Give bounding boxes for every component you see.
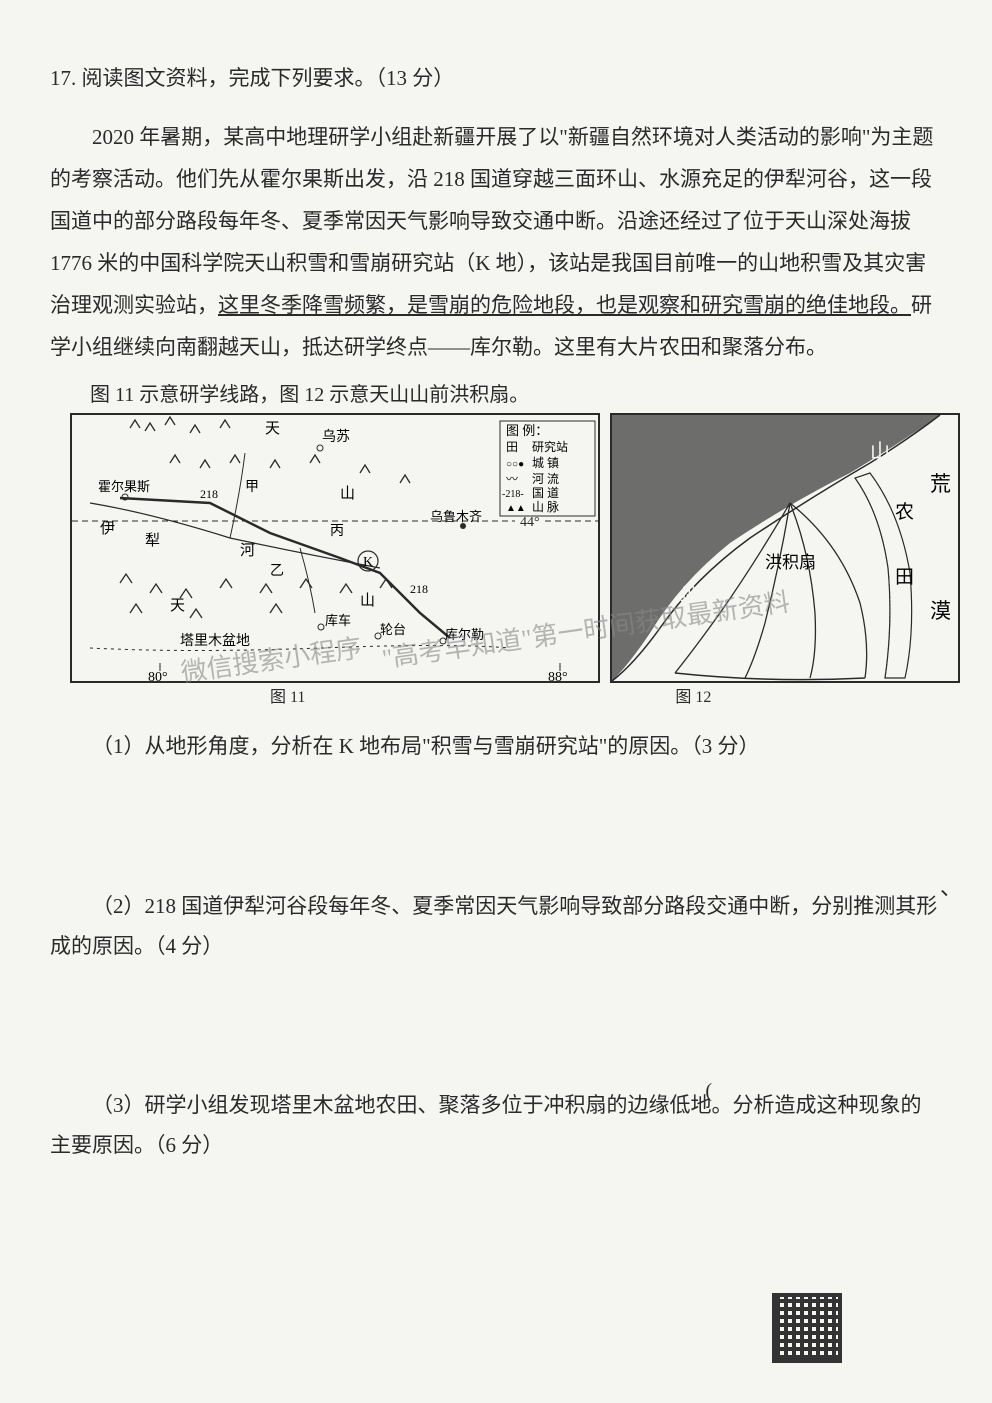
svg-text:城 镇: 城 镇	[532, 456, 559, 470]
stray-mark: 、	[940, 870, 962, 902]
svg-text:塔里木盆地: 塔里木盆地	[180, 633, 250, 649]
svg-text:国 道: 国 道	[532, 486, 559, 500]
svg-text:田: 田	[895, 567, 914, 588]
svg-text:K: K	[363, 555, 373, 570]
figure-12: 山 地 洪积扇 农 田 荒 漠	[610, 413, 960, 683]
svg-text:乌鲁木齐: 乌鲁木齐	[430, 509, 482, 524]
svg-text:河: 河	[240, 542, 255, 559]
map-12-svg: 山 地 洪积扇 农 田 荒 漠	[610, 413, 960, 683]
figures-row: 44° 218 218	[70, 413, 942, 683]
svg-text:乌苏: 乌苏	[322, 429, 350, 445]
svg-text:漠: 漠	[930, 599, 951, 623]
question-number: 17.	[50, 66, 76, 90]
svg-text:-218-: -218-	[502, 489, 524, 500]
passage-text: 2020 年暑期，某高中地理研学小组赴新疆开展了以"新疆自然环境对人类活动的影响…	[50, 116, 942, 368]
svg-text:犁: 犁	[145, 532, 160, 549]
passage-underlined: 这里冬季降雪频繁，是雪崩的危险地段，也是观察和研究雪崩的绝佳地段。	[218, 293, 911, 317]
figure-caption: 图 11 示意研学线路，图 12 示意天山山前洪积扇。	[50, 378, 942, 407]
question-header: 17. 阅读图文资料，完成下列要求。（13 分）	[50, 60, 942, 98]
svg-text:研究站: 研究站	[532, 439, 568, 454]
svg-text:天: 天	[265, 421, 280, 437]
sub-question-1: （1）从地形角度，分析在 K 地布局"积雪与雪崩研究站"的原因。（3 分）	[50, 727, 942, 767]
svg-text:山 脉: 山 脉	[532, 499, 559, 514]
svg-text:乙: 乙	[270, 563, 284, 579]
svg-text:轮台: 轮台	[380, 622, 406, 637]
svg-text:荒: 荒	[930, 472, 951, 496]
question-title: 阅读图文资料，完成下列要求。（13 分）	[82, 66, 455, 90]
svg-text:○○●: ○○●	[506, 459, 524, 470]
svg-text:〰: 〰	[506, 472, 518, 486]
svg-text:伊: 伊	[100, 520, 115, 537]
passage-part-1: 2020 年暑期，某高中地理研学小组赴新疆开展了以"新疆自然环境对人类活动的影响…	[50, 125, 933, 317]
svg-text:丙: 丙	[330, 524, 344, 539]
svg-text:▲▲: ▲▲	[506, 503, 526, 514]
svg-text:洪积扇: 洪积扇	[765, 553, 816, 572]
svg-text:库尔勒: 库尔勒	[445, 627, 484, 642]
sub-question-3: （3）研学小组发现塔里木盆地农田、聚落多位于冲积扇的边缘低地。分析造成这种现象的…	[50, 1086, 942, 1166]
fig-11-label: 图 11	[270, 683, 305, 707]
svg-text:田: 田	[506, 440, 518, 454]
svg-text:农: 农	[895, 501, 914, 523]
svg-text:80°: 80°	[148, 670, 168, 683]
stray-mark-2: (	[705, 1080, 712, 1103]
svg-text:天: 天	[170, 598, 185, 614]
svg-text:河 流: 河 流	[532, 472, 559, 486]
svg-text:218: 218	[410, 582, 428, 596]
figure-labels-row: 图 11 图 12	[50, 683, 942, 707]
svg-text:山: 山	[360, 592, 375, 609]
svg-text:山: 山	[870, 440, 890, 463]
fig-12-label: 图 12	[675, 683, 711, 707]
sub-question-2: （2）218 国道伊犁河谷段每年冬、夏季常因天气影响导致部分路段交通中断，分别推…	[50, 887, 942, 967]
svg-text:地: 地	[680, 585, 700, 608]
svg-text:图 例：: 图 例：	[506, 423, 548, 438]
svg-text:山: 山	[340, 485, 355, 502]
svg-text:霍尔果斯: 霍尔果斯	[98, 479, 150, 494]
svg-text:库车: 库车	[325, 613, 351, 628]
svg-text:甲: 甲	[245, 480, 259, 495]
qr-code	[772, 1293, 842, 1363]
svg-text:88°: 88°	[548, 670, 568, 683]
map-11-svg: 44° 218 218	[70, 413, 600, 683]
svg-text:44°: 44°	[520, 515, 540, 530]
figure-11: 44° 218 218	[70, 413, 600, 683]
svg-text:218: 218	[200, 487, 218, 501]
